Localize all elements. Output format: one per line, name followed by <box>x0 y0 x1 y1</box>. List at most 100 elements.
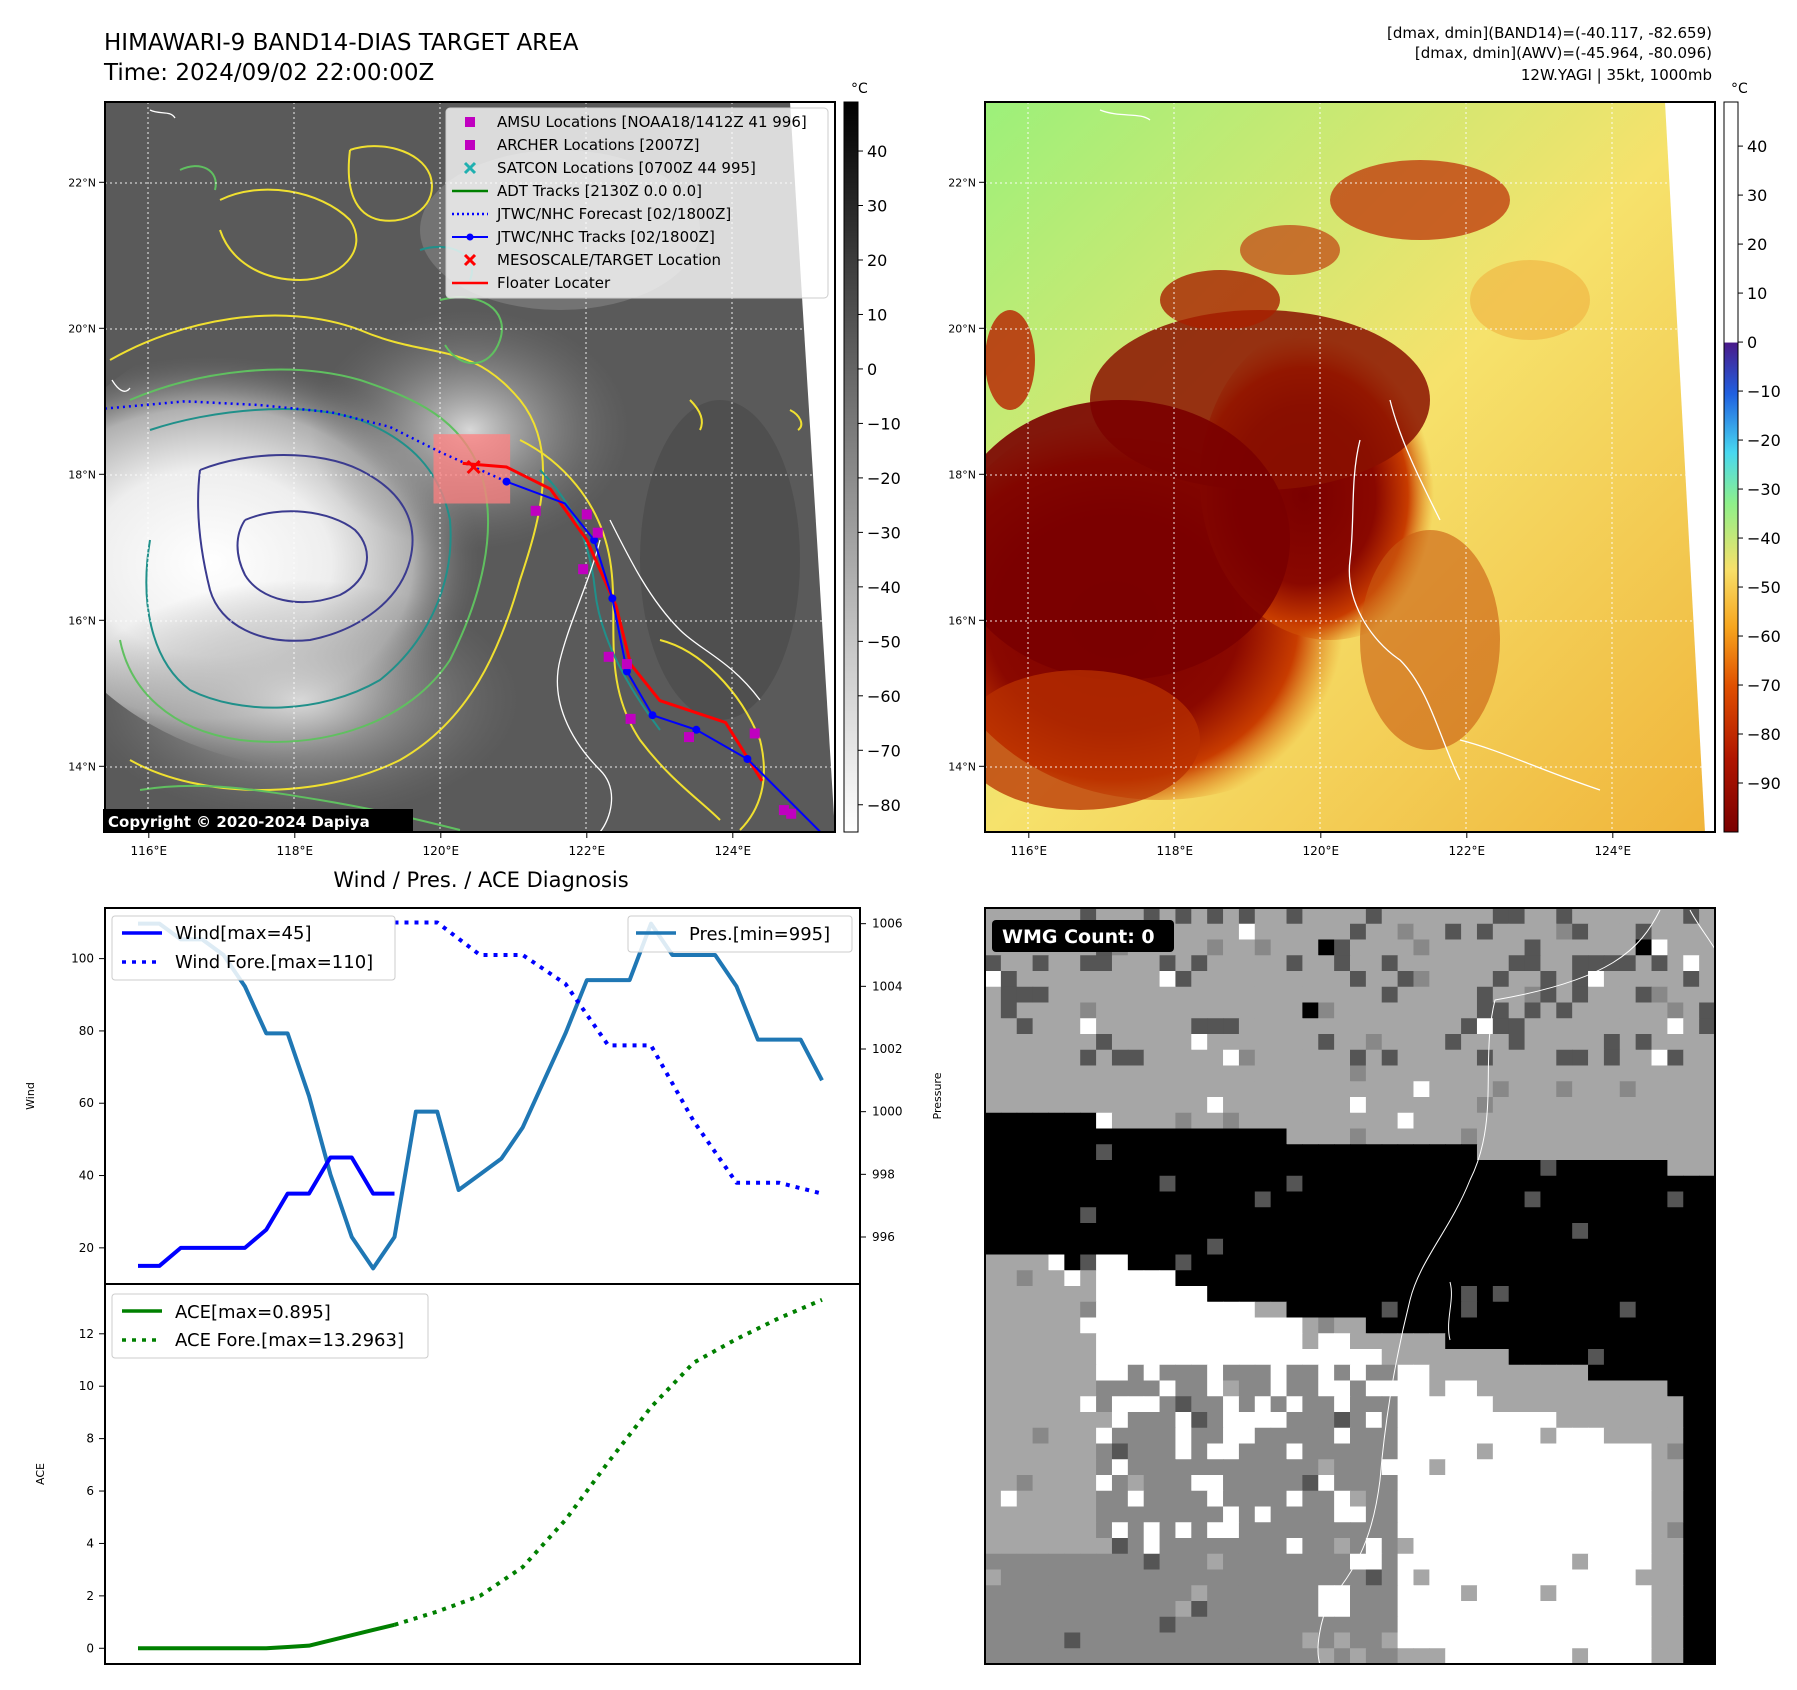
wmg-cell <box>1175 1459 1192 1476</box>
wmg-cell <box>985 1475 1002 1492</box>
wmg-cell <box>1445 1160 1462 1177</box>
wmg-cell <box>1048 1238 1065 1255</box>
lon-tick-label: 116°E <box>131 844 168 858</box>
wmg-cell <box>1175 1065 1192 1082</box>
wmg-cell <box>1000 1286 1018 1303</box>
wmg-cell <box>1572 1065 1589 1082</box>
wmg-cell <box>1445 1490 1462 1507</box>
wmg-cell <box>1302 1333 1319 1350</box>
legend-label: AMSU Locations [NOAA18/1412Z 41 996] <box>497 113 807 131</box>
wmg-cell <box>1143 1254 1161 1271</box>
wmg-cell <box>1476 1585 1494 1602</box>
wmg-cell <box>1111 1506 1129 1523</box>
wmg-cell <box>1603 1207 1621 1224</box>
wmg-cell <box>1032 1490 1049 1507</box>
wmg-cell <box>985 1616 1002 1633</box>
wmg-cell <box>1350 1034 1367 1051</box>
wmg-cell <box>1318 1459 1335 1476</box>
wmg-cell <box>1635 1427 1653 1444</box>
wmg-cell <box>1699 1160 1716 1177</box>
wmg-cell <box>985 955 1002 972</box>
wmg-cell <box>985 1427 1002 1444</box>
wmg-cell <box>1096 1144 1113 1161</box>
wmg-cell <box>1413 939 1430 956</box>
wmg-cell <box>1540 1049 1557 1066</box>
wmg-cell <box>1476 1144 1494 1161</box>
wmg-cell <box>1000 1081 1018 1098</box>
wmg-cell <box>1096 1616 1113 1633</box>
wmg-cell <box>1667 1506 1684 1523</box>
wmg-cell <box>1667 1002 1684 1019</box>
wmg-cell <box>1683 1616 1700 1633</box>
wmg-cell <box>1381 986 1399 1003</box>
wmg-cell <box>1540 1207 1557 1224</box>
wmg-cell <box>1111 1412 1129 1429</box>
wmg-cell <box>1603 1018 1621 1035</box>
wmg-cell <box>1286 1144 1303 1161</box>
wmg-cell <box>1699 1081 1716 1098</box>
wmg-cell <box>1588 1648 1605 1665</box>
wmg-cell <box>1572 1286 1589 1303</box>
wmg-cell <box>1699 1175 1716 1192</box>
wmg-cell <box>1667 1238 1684 1255</box>
wmg-cell <box>1508 1191 1526 1208</box>
wmg-cell <box>1397 1207 1414 1224</box>
wmg-cell <box>1635 1396 1653 1413</box>
wmg-cell <box>1492 1616 1510 1633</box>
wmg-cell <box>1016 1034 1034 1051</box>
wmg-cell <box>1381 1286 1399 1303</box>
wmg-cell <box>1000 1112 1018 1129</box>
wmg-cell <box>1159 1427 1176 1444</box>
wmg-cell <box>1572 1254 1589 1271</box>
wmg-cell <box>1540 1459 1557 1476</box>
wmg-cell <box>1191 1349 1208 1366</box>
wmg-cell <box>1016 1018 1034 1035</box>
wmg-cell <box>1588 1112 1605 1129</box>
wmg-cell <box>1032 971 1049 988</box>
wmg-cell <box>1080 1002 1097 1019</box>
wmg-cell <box>1064 1569 1081 1586</box>
amsu-location-marker <box>621 659 632 670</box>
wmg-cell <box>1699 986 1716 1003</box>
wmg-cell <box>1191 1254 1208 1271</box>
wmg-cell <box>1397 1270 1414 1287</box>
wmg-cell <box>1381 1034 1399 1051</box>
wmg-cell <box>1572 1097 1589 1114</box>
wmg-cell <box>1064 1065 1081 1082</box>
wmg-cell <box>1159 1002 1176 1019</box>
wmg-cell <box>1238 1364 1256 1381</box>
wmg-cell <box>1588 1490 1605 1507</box>
wmg-cell <box>1143 1034 1161 1051</box>
wmg-cell <box>1476 1270 1494 1287</box>
wmg-cell <box>1159 1317 1176 1334</box>
wmg-cell <box>1127 1097 1145 1114</box>
wmg-cell <box>1381 1396 1399 1413</box>
wmg-cell <box>1302 923 1319 940</box>
wmg-cell <box>1445 1632 1462 1649</box>
wmg-cell <box>1556 1097 1573 1114</box>
wmg-cell <box>1381 1081 1399 1098</box>
wmg-cell <box>1651 1238 1668 1255</box>
wmg-cell <box>1445 1396 1462 1413</box>
wmg-cell <box>1492 986 1510 1003</box>
wmg-cell <box>1635 908 1653 925</box>
wmg-cell <box>1175 1128 1192 1145</box>
wmg-cell <box>1000 1191 1018 1208</box>
wmg-cell <box>1111 1475 1129 1492</box>
color-map-lat-ticks: 22°N20°N18°N16°N14°N <box>948 176 985 773</box>
wmg-cell <box>1175 1506 1192 1523</box>
amsu-location-marker <box>603 651 614 662</box>
wmg-cell <box>1429 1459 1446 1476</box>
wmg-cell <box>1350 1097 1367 1114</box>
wmg-cell <box>1508 955 1526 972</box>
wmg-cell <box>1143 1286 1161 1303</box>
colorbar-tick-label: −80 <box>867 796 901 815</box>
wmg-cell <box>1016 1223 1034 1240</box>
wmg-cell <box>1413 1569 1430 1586</box>
wmg-cell <box>1127 1238 1145 1255</box>
wmg-cell <box>1397 1490 1414 1507</box>
wmg-cell <box>985 1553 1002 1570</box>
wmg-cell <box>1223 1238 1240 1255</box>
color-map-lon-ticks: 116°E 118°E 120°E 122°E 124°E <box>1011 832 1631 858</box>
wmg-cell <box>1318 986 1335 1003</box>
